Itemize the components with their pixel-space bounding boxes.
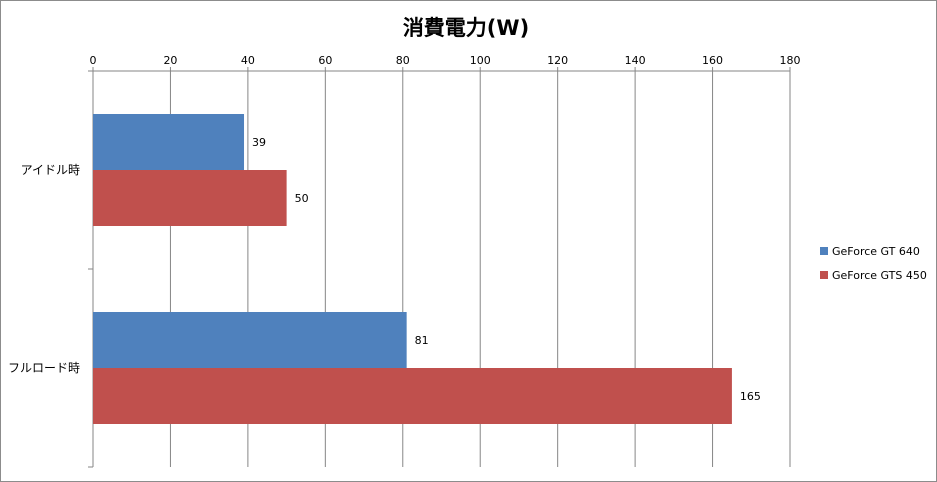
bar (93, 170, 287, 226)
category-label: アイドル時 (21, 163, 80, 177)
x-axis-ticks: 0 20 40 60 80 100 120 140 160 180 (90, 54, 801, 71)
legend-swatch (820, 271, 828, 279)
data-label: 50 (295, 192, 309, 205)
bar (93, 114, 245, 170)
bar (93, 312, 407, 368)
data-labels: 39 50 81 165 (252, 136, 761, 403)
x-tick-label: 60 (318, 54, 332, 67)
x-tick-label: 180 (780, 54, 801, 67)
x-tick-label: 20 (163, 54, 177, 67)
x-tick-label: 120 (547, 54, 568, 67)
x-tick-label: 40 (241, 54, 255, 67)
data-label: 39 (252, 136, 266, 149)
category-label: フルロード時 (8, 361, 80, 375)
x-tick-label: 0 (90, 54, 97, 67)
bar (93, 368, 732, 424)
x-tick-label: 140 (625, 54, 646, 67)
data-label: 81 (415, 334, 429, 347)
data-label: 165 (740, 390, 761, 403)
bars (93, 114, 732, 424)
legend-swatch (820, 247, 828, 255)
x-tick-label: 100 (470, 54, 491, 67)
legend-label: GeForce GTS 450 (832, 269, 927, 282)
x-tick-label: 80 (396, 54, 410, 67)
legend: GeForce GT 640 GeForce GTS 450 (820, 245, 927, 282)
legend-label: GeForce GT 640 (832, 245, 920, 258)
chart-title: 消費電力(W) (403, 16, 529, 40)
x-tick-label: 160 (702, 54, 723, 67)
